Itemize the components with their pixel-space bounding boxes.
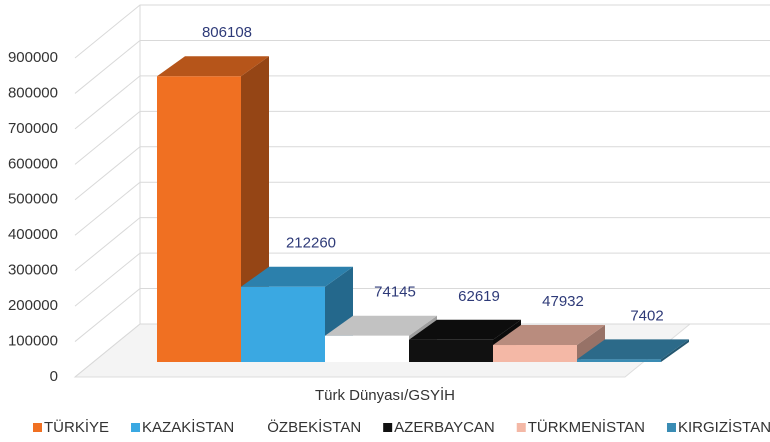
bar <box>493 345 577 362</box>
y-tick-label: 700000 <box>8 120 58 137</box>
legend-swatch <box>131 423 141 432</box>
bar-side <box>661 339 689 362</box>
grid-line <box>74 4 770 59</box>
value-label: 47932 <box>542 293 584 310</box>
value-label: 7402 <box>630 307 663 324</box>
value-label: 74145 <box>374 284 416 301</box>
y-tick-label: 600000 <box>8 155 58 172</box>
bar <box>325 335 409 362</box>
value-label: 212260 <box>286 235 336 252</box>
legend-label: TÜRKİYE <box>44 418 109 436</box>
bar-top <box>493 325 605 346</box>
y-tick-label: 300000 <box>8 262 58 279</box>
legend-label: TÜRKMENİSTAN <box>528 418 645 436</box>
legend-swatch <box>383 423 393 432</box>
bar <box>577 359 661 362</box>
y-tick-label: 800000 <box>8 84 58 101</box>
bar <box>241 286 325 362</box>
y-tick-label: 200000 <box>8 297 58 314</box>
y-tick-label: 900000 <box>8 49 58 66</box>
legend-swatch <box>516 423 526 432</box>
bar-top <box>241 266 353 287</box>
legend-label: AZERBAYCAN <box>394 419 495 436</box>
legend-swatch <box>33 423 42 432</box>
bar <box>409 339 493 362</box>
value-label: 62619 <box>458 288 500 305</box>
bar-top <box>409 319 521 340</box>
bar-top <box>157 56 269 77</box>
bar-top <box>325 315 437 336</box>
legend-swatch <box>256 423 266 432</box>
bar <box>157 76 241 363</box>
bar-side <box>577 325 605 362</box>
y-tick-label: 0 <box>50 368 58 385</box>
value-label: 806108 <box>202 24 252 41</box>
bar-top <box>577 339 689 360</box>
y-tick-label: 500000 <box>8 191 58 208</box>
legend-label: KIRGIZİSTAN <box>678 418 770 436</box>
x-axis-label: Türk Dünyası/GSYİH <box>315 386 455 404</box>
legend-label: ÖZBEKİSTAN <box>267 418 361 436</box>
legend-label: KAZAKİSTAN <box>142 418 234 436</box>
legend-swatch <box>666 423 676 432</box>
y-tick-label: 100000 <box>8 333 58 350</box>
y-tick-label: 400000 <box>8 226 58 243</box>
